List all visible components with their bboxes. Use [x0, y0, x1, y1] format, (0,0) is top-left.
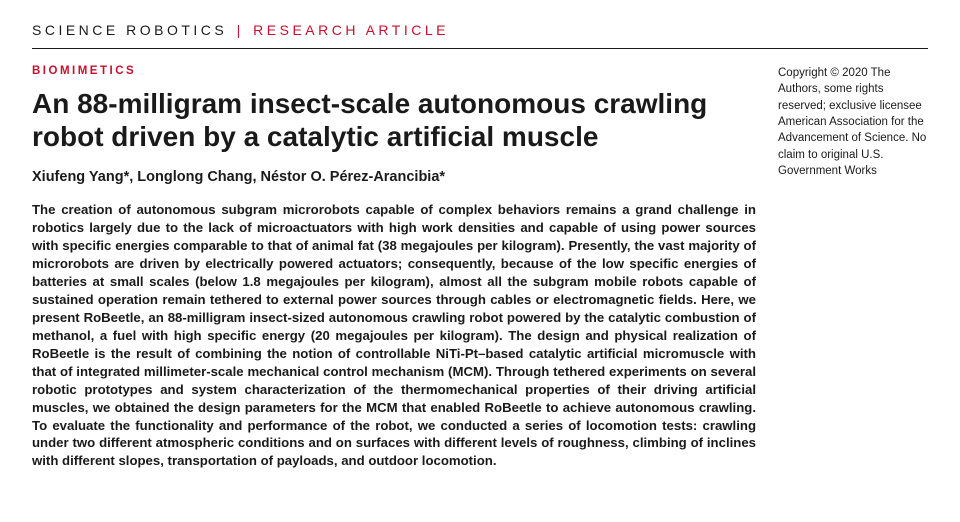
header-divider: |: [237, 22, 244, 38]
copyright-notice: Copyright © 2020 The Authors, some right…: [778, 65, 928, 179]
content-row: BIOMIMETICS An 88-milligram insect-scale…: [32, 49, 928, 470]
section-label: BIOMIMETICS: [32, 65, 756, 77]
side-column: Copyright © 2020 The Authors, some right…: [778, 65, 928, 470]
article-title: An 88-milligram insect-scale autonomous …: [32, 87, 756, 153]
author-list: Xiufeng Yang*, Longlong Chang, Néstor O.…: [32, 169, 756, 185]
journal-name: SCIENCE ROBOTICS: [32, 22, 227, 38]
journal-header: SCIENCE ROBOTICS | RESEARCH ARTICLE: [32, 22, 928, 49]
main-column: BIOMIMETICS An 88-milligram insect-scale…: [32, 65, 756, 470]
article-type: RESEARCH ARTICLE: [253, 22, 449, 38]
abstract-text: The creation of autonomous subgram micro…: [32, 201, 756, 470]
